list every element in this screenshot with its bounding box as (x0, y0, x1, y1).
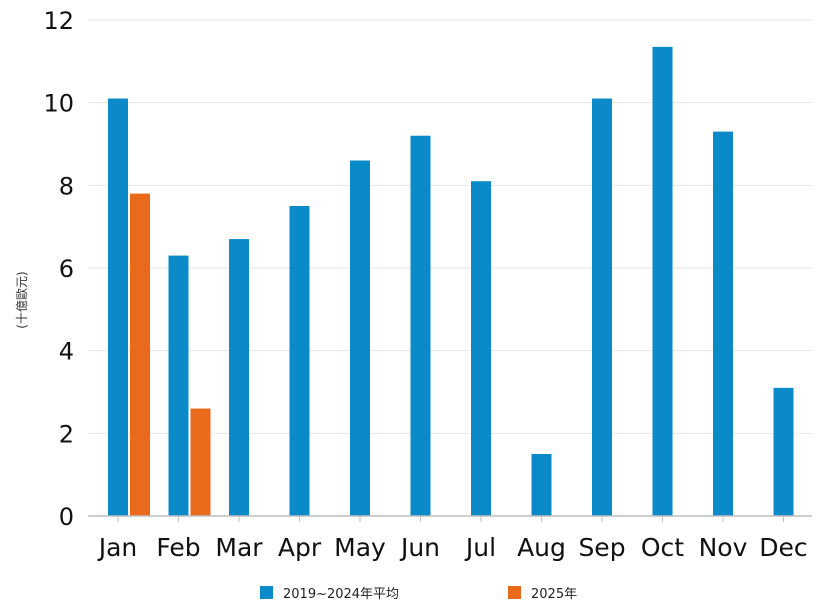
y-tick-label: 0 (59, 503, 74, 531)
y-tick-label: 2 (59, 420, 74, 448)
x-tick-label-may: May (334, 533, 386, 562)
bar-feb-series-1 (168, 255, 189, 516)
x-tick-label-jan: Jan (97, 533, 138, 562)
legend-swatch-series-1 (260, 586, 273, 599)
legend-item-series-1: 2019~2024年平均 (260, 583, 399, 602)
y-tick-label: 4 (59, 338, 74, 366)
bar-mar-series-1 (229, 239, 249, 517)
bar-feb-series-2 (190, 408, 211, 516)
bar-sep-series-1 (592, 98, 612, 517)
y-axis-label: (十億歐元) (14, 271, 29, 328)
bar-oct-series-1 (652, 46, 673, 516)
x-tick-label-apr: Apr (278, 533, 322, 562)
bar-jul-series-1 (471, 181, 491, 516)
x-tick-label-jun: Jun (399, 533, 440, 562)
bar-jan-series-2 (130, 193, 150, 516)
bar-jan-series-1 (108, 98, 128, 517)
x-tick-label-oct: Oct (641, 533, 684, 562)
y-tick-label: 6 (59, 255, 74, 283)
y-tick-label: 8 (59, 172, 74, 200)
bar-aug-series-1 (531, 454, 552, 516)
bar-jun-series-1 (410, 135, 431, 516)
bars (108, 46, 794, 517)
legend-label-series-1: 2019~2024年平均 (283, 587, 400, 602)
x-tick-label-sep: Sep (578, 533, 625, 562)
gridlines (88, 19, 812, 434)
bar-apr-series-1 (289, 206, 310, 516)
x-tick-label-dec: Dec (759, 533, 807, 562)
legend-item-series-2: 2025年 (508, 583, 577, 602)
legend: 2019~2024年平均 2025年 (0, 583, 828, 607)
x-tick-label-mar: Mar (215, 533, 263, 562)
y-axis-ticks: 0 2 4 6 8 10 12 (43, 7, 74, 531)
x-axis-ticks: Jan Feb Mar Apr May Jun Jul Aug Sep Oct Nov Dec (97, 516, 808, 562)
bar-may-series-1 (350, 160, 370, 517)
x-tick-label-aug: Aug (517, 533, 566, 562)
bar-nov-series-1 (713, 131, 733, 516)
legend-label-series-2: 2025年 (531, 587, 578, 602)
y-tick-label: 10 (43, 90, 74, 118)
x-tick-label-feb: Feb (156, 533, 200, 562)
bar-dec-series-1 (773, 387, 794, 516)
x-tick-label-nov: Nov (699, 533, 748, 562)
x-tick-label-jul: Jul (464, 533, 496, 562)
y-tick-label: 12 (43, 7, 74, 35)
legend-swatch-series-2 (508, 586, 521, 599)
